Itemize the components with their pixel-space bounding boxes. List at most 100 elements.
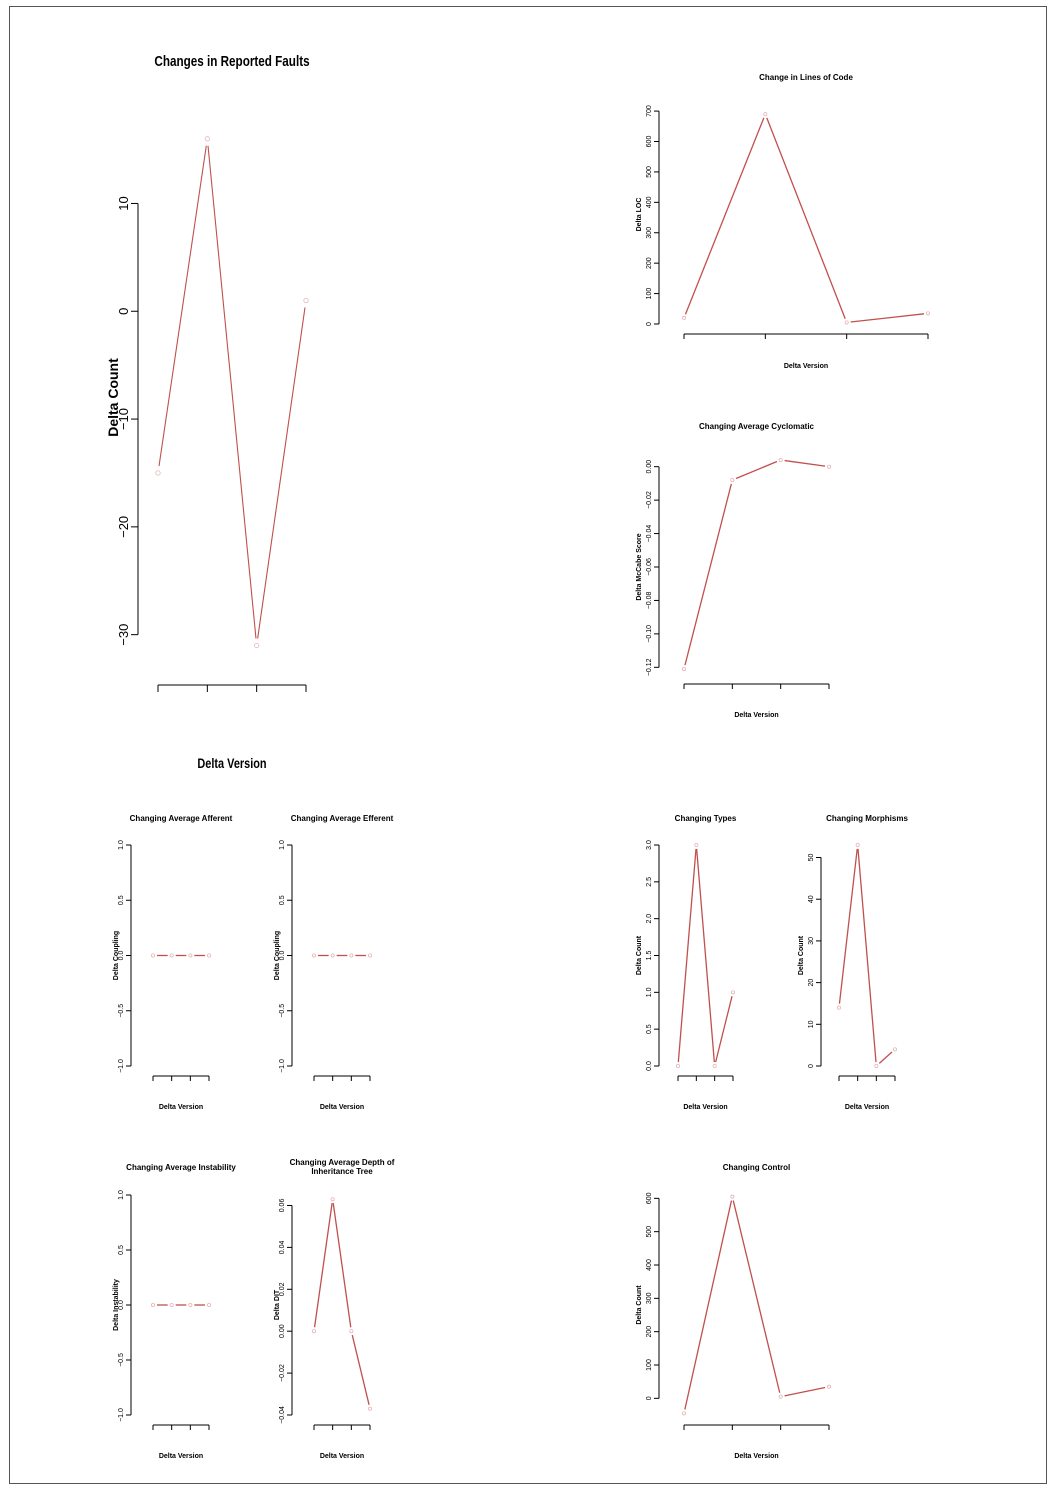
cyclomatic-y-tick-label: −0.08 [646, 591, 653, 609]
afferent-ylabel: Delta Coupling [113, 931, 120, 980]
cyclomatic-chart: Changing Average Cyclomatic Delta Version… [636, 422, 832, 719]
types-data-point [694, 843, 699, 848]
instability-ylabel: Delta Instability [113, 1279, 120, 1331]
cyclomatic-y-tick-label: 0.00 [646, 460, 653, 474]
instability-title: Changing Average Instability [126, 1163, 236, 1172]
faults-data-point [204, 136, 210, 142]
morphisms-series-segment [857, 848, 877, 1063]
faults-title: Changes in Reported Faults [154, 53, 309, 70]
control-series-segment [732, 1200, 781, 1393]
instability-xlabel: Delta Version [159, 1453, 203, 1460]
types-ylabel: Delta Count [636, 935, 643, 975]
faults-data-point [155, 470, 161, 476]
types-y-tick-label: 1.5 [646, 951, 653, 961]
types-series-segment [715, 996, 733, 1063]
morphisms-series-segment [878, 1051, 893, 1064]
cyclomatic-series-segment [784, 459, 826, 467]
faults-xlabel: Delta Version [197, 756, 266, 772]
loc-data-point [763, 112, 768, 117]
dit-series-segment [351, 1334, 370, 1405]
morphisms-y-tick-label: 20 [808, 979, 815, 987]
control-y-tick-label: 500 [646, 1226, 653, 1238]
loc-y-tick-label: 300 [646, 227, 653, 239]
loc-ylabel: Delta LOC [636, 198, 643, 232]
loc-chart: Change in Lines of Code Delta Version Delt… [636, 73, 931, 370]
loc-y-tick-label: 600 [646, 136, 653, 148]
faults-series-segment [158, 145, 207, 467]
dit-xlabel: Delta Version [320, 1453, 364, 1460]
faults-chart: Changes in Reported Faults Delta Version D… [105, 53, 310, 772]
faults-data-point [254, 642, 260, 649]
efferent-y-tick-label: 1.0 [279, 840, 286, 850]
dit-data-point [349, 1329, 354, 1334]
faults-series-segment [257, 307, 306, 639]
types-y-tick-label: 0.5 [646, 1024, 653, 1034]
cyclomatic-data-point [730, 478, 735, 483]
morphisms-data-point [837, 1005, 842, 1010]
types-y-tick-label: 2.5 [646, 877, 653, 887]
faults-y-tick-label: −20 [116, 516, 131, 538]
cyclomatic-xlabel: Delta Version [734, 712, 778, 719]
morphisms-title: Changing Morphisms [826, 814, 908, 823]
instability-y-tick-label: −0.5 [118, 1353, 125, 1367]
morphisms-data-point [855, 843, 860, 848]
cyclomatic-data-point [827, 464, 832, 469]
loc-data-point [926, 311, 931, 316]
morphisms-y-tick-label: 0 [808, 1064, 815, 1068]
dit-y-tick-label: 0.06 [279, 1199, 286, 1213]
control-y-tick-label: 0 [646, 1396, 653, 1400]
instability-y-tick-label: 0.5 [118, 1245, 125, 1255]
types-y-tick-label: 3.0 [646, 840, 653, 850]
faults-ylabel: Delta Count [105, 358, 121, 437]
morphisms-chart: Changing Morphisms Delta Version Delta Cou… [798, 814, 908, 1111]
afferent-y-tick-label: −1.0 [118, 1059, 125, 1073]
afferent-title: Changing Average Afferent [130, 814, 233, 823]
dit-title: Changing Average Depth of [290, 1158, 395, 1167]
morphisms-ylabel: Delta Count [798, 935, 805, 975]
dit-series-segment [332, 1203, 352, 1328]
dit-data-point [311, 1329, 316, 1334]
instability-y-tick-label: −1.0 [118, 1408, 125, 1422]
control-data-point [682, 1411, 687, 1416]
types-y-tick-label: 1.0 [646, 987, 653, 997]
cyclomatic-data-point [682, 666, 687, 671]
afferent-xlabel: Delta Version [159, 1104, 203, 1111]
control-data-point [778, 1394, 783, 1399]
afferent-y-tick-label: 0.0 [118, 951, 125, 961]
afferent-data-point [188, 953, 193, 958]
cyclomatic-data-point [778, 457, 783, 462]
loc-series-segment [850, 313, 925, 323]
morphisms-y-tick-label: 40 [808, 895, 815, 903]
control-ylabel: Delta Count [636, 1285, 643, 1325]
cyclomatic-y-tick-label: −0.12 [646, 658, 653, 676]
efferent-y-tick-label: 0.5 [279, 895, 286, 905]
dit-y-tick-label: 0.04 [279, 1240, 286, 1254]
loc-title: Change in Lines of Code [759, 73, 853, 82]
control-y-tick-label: 300 [646, 1292, 653, 1304]
loc-y-tick-label: 100 [646, 288, 653, 300]
dit-y-tick-label: 0.02 [279, 1282, 286, 1296]
control-y-tick-label: 200 [646, 1326, 653, 1338]
types-data-point [712, 1064, 717, 1069]
cyclomatic-series-segment [735, 460, 778, 480]
control-y-tick-label: 100 [646, 1359, 653, 1371]
cyclomatic-y-tick-label: −0.04 [646, 525, 653, 543]
faults-y-tick-label: 0 [116, 308, 131, 315]
loc-series-segment [684, 117, 765, 315]
control-y-tick-label: 400 [646, 1259, 653, 1271]
types-title: Changing Types [675, 814, 737, 823]
loc-y-tick-label: 200 [646, 257, 653, 269]
loc-y-tick-label: 0 [646, 322, 653, 326]
loc-data-point [682, 315, 687, 320]
efferent-y-tick-label: 0.0 [279, 951, 286, 961]
morphisms-data-point [893, 1047, 898, 1052]
cyclomatic-series-segment [684, 483, 732, 666]
dit-y-tick-label: −0.02 [279, 1364, 286, 1382]
types-y-tick-label: 2.0 [646, 914, 653, 924]
efferent-title: Changing Average Efferent [291, 814, 394, 823]
control-chart: Changing Control Delta Version Delta Count… [636, 1163, 832, 1460]
cyclomatic-ylabel: Delta McCabe Score [636, 533, 643, 600]
dit-title: Inheritance Tree [311, 1167, 373, 1176]
cyclomatic-title: Changing Average Cyclomatic [699, 422, 815, 431]
